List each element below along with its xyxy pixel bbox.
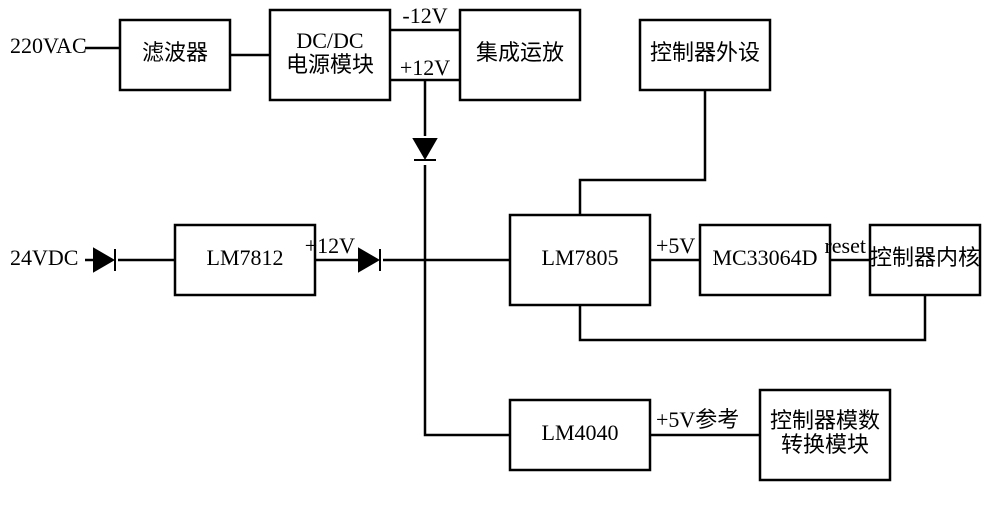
wire-label-l_5vref: +5V参考 <box>656 407 739 432</box>
wire-w_periph_down <box>580 90 705 215</box>
diode-d1 <box>94 249 115 271</box>
box-label-lm7805-0: LM7805 <box>542 245 619 270</box>
box-label-dcdc-0: DC/DC <box>296 28 363 53</box>
diode-d2 <box>359 249 380 271</box>
box-lm4040: LM4040 <box>510 400 650 470</box>
box-label-dcdc-1: 电源模块 <box>286 52 374 77</box>
box-lm7812: LM7812 <box>175 225 315 295</box>
box-core: 控制器内核 <box>870 225 980 295</box>
box-label-lm4040-0: LM4040 <box>542 420 619 445</box>
input-label-in_24: 24VDC <box>10 245 78 270</box>
box-label-mc33064-0: MC33064D <box>712 245 817 270</box>
input-label-in_220: 220VAC <box>10 33 87 58</box>
wire-w_bus_4040 <box>425 260 510 435</box>
box-label-periph-0: 控制器外设 <box>650 40 760 65</box>
box-label-filter-0: 滤波器 <box>142 40 208 65</box>
box-label-opamp-0: 集成运放 <box>476 40 564 65</box>
box-filter: 滤波器 <box>120 20 230 90</box>
wire-label-l_neg12: -12V <box>402 3 447 28</box>
box-lm7805: LM7805 <box>510 215 650 305</box>
box-periph: 控制器外设 <box>640 20 770 90</box>
box-mc33064: MC33064D <box>700 225 830 295</box>
wire-label-l_reset: reset <box>824 233 866 258</box>
box-label-adc-0: 控制器模数 <box>770 408 880 433</box>
box-label-core-0: 控制器内核 <box>870 245 980 270</box>
diode-d3 <box>414 139 436 160</box>
wire-label-l_pos5: +5V <box>656 233 695 258</box>
wire-label-l_pos12a: +12V <box>400 55 450 80</box>
box-label-adc-1: 转换模块 <box>781 432 869 457</box>
box-label-lm7812-0: LM7812 <box>207 245 284 270</box>
box-opamp: 集成运放 <box>460 10 580 100</box>
box-dcdc: DC/DC电源模块 <box>270 10 390 100</box>
box-adc: 控制器模数转换模块 <box>760 390 890 480</box>
wire-label-l_pos12b: +12V <box>305 233 355 258</box>
